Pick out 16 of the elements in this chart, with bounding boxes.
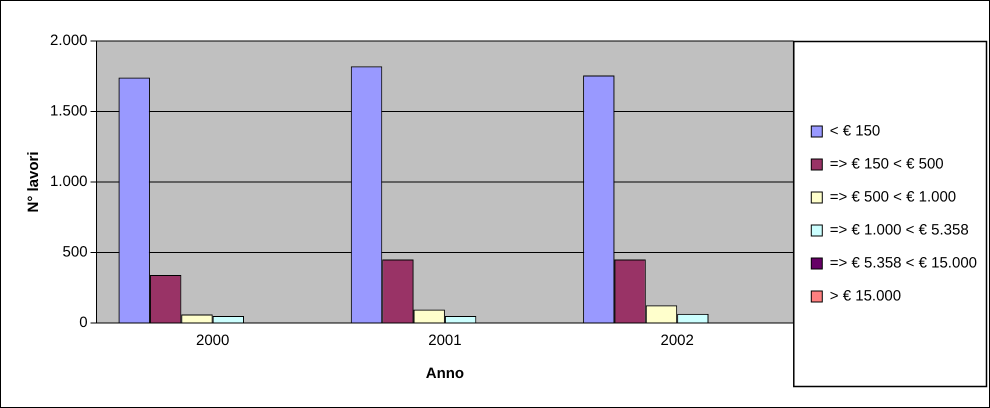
legend-label: => € 1.000 < € 5.358	[830, 222, 969, 239]
y-axis-title: N° lavori	[25, 151, 42, 213]
x-tick-label: 2002	[660, 332, 694, 350]
legend-label: => € 150 < € 500	[830, 156, 944, 173]
y-tick-label: 1.000	[50, 173, 88, 190]
legend-label: => € 500 < € 1.000	[830, 188, 956, 206]
legend-label: > € 15.000	[830, 288, 902, 305]
legend-label: < € 150	[830, 122, 880, 140]
x-tick-label: 2001	[428, 332, 462, 350]
x-tick-label: 2000	[196, 332, 230, 350]
y-tick-label: 2.000	[50, 32, 88, 50]
y-tick-label: 1.500	[50, 102, 88, 120]
legend-label: => € 5.358 < € 15.000	[830, 254, 977, 272]
y-tick-label: 500	[62, 244, 88, 261]
y-tick-label: 0	[79, 314, 88, 332]
x-axis-title: Anno	[426, 365, 464, 382]
